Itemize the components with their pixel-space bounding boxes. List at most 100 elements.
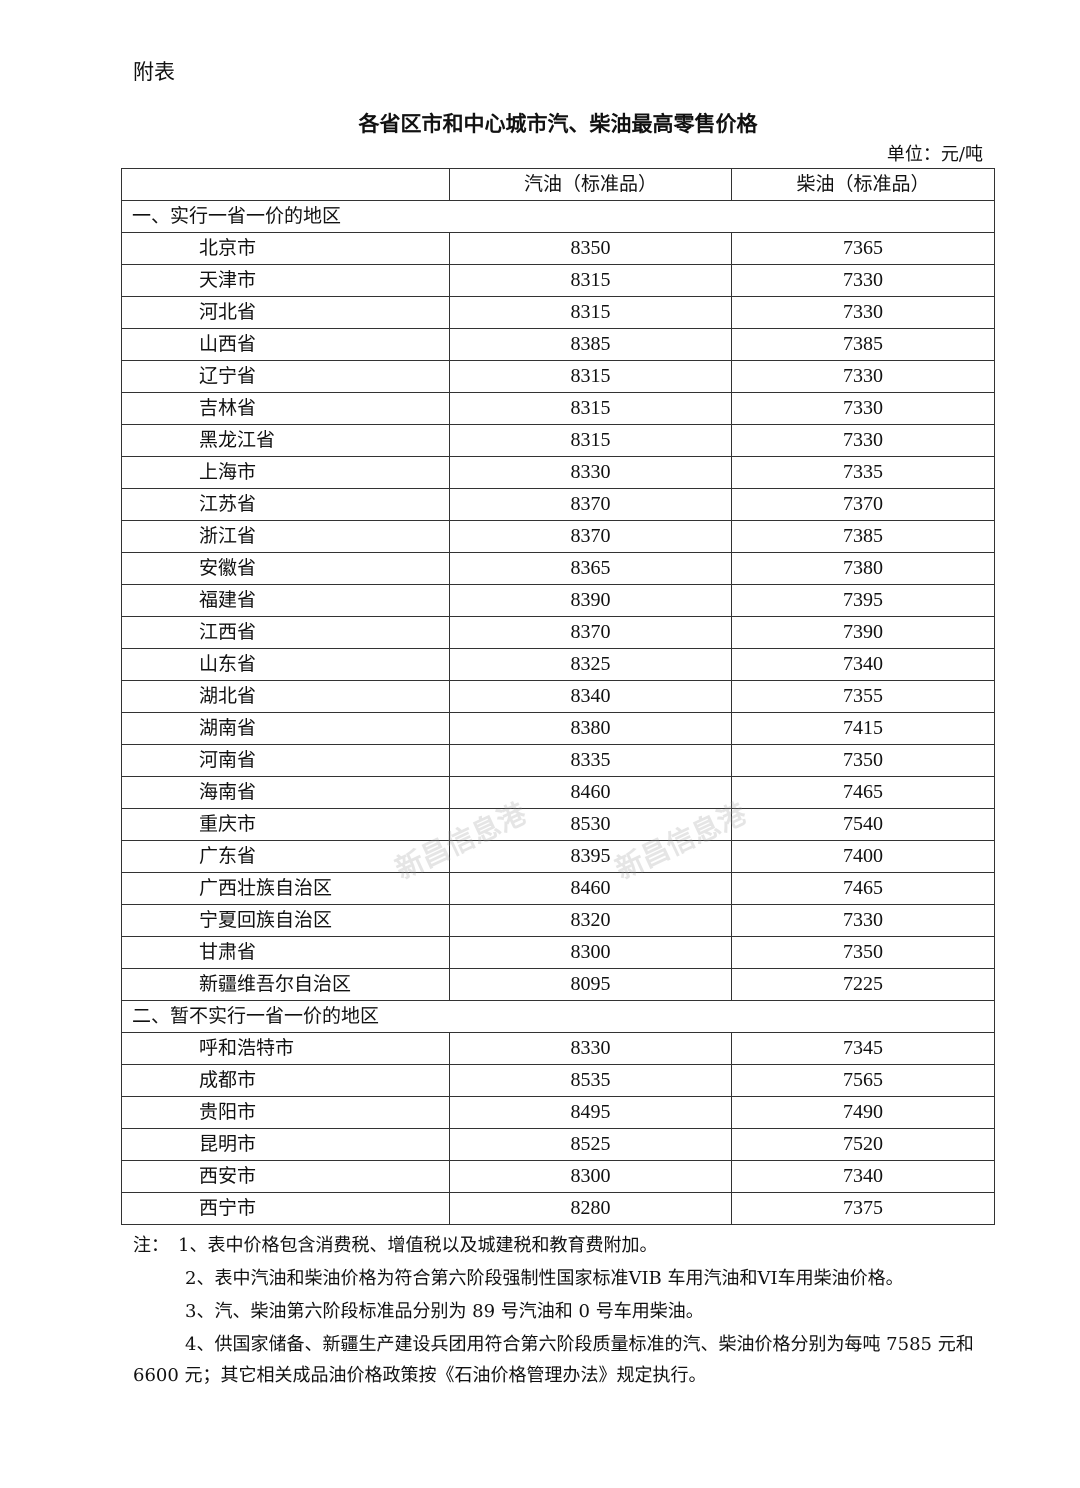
region-cell: 湖南省 <box>121 712 450 745</box>
notes: 注： 1、表中价格包含消费税、增值税以及城建税和教育费附加。 2、表中汽油和柴油… <box>133 1230 993 1393</box>
gasoline-price-cell: 8095 <box>449 968 732 1001</box>
diesel-price-cell: 7340 <box>731 648 995 681</box>
diesel-price-cell: 7340 <box>731 1160 995 1193</box>
gasoline-price-cell: 8460 <box>449 872 732 905</box>
diesel-price-cell: 7330 <box>731 264 995 297</box>
section-row: 二、暂不实行一省一价的地区 <box>121 1000 995 1033</box>
region-cell: 浙江省 <box>121 520 450 553</box>
region-cell: 贵阳市 <box>121 1096 450 1129</box>
table-row: 安徽省 8365 7380 <box>121 552 995 585</box>
region-cell: 山东省 <box>121 648 450 681</box>
gasoline-price-cell: 8300 <box>449 1160 732 1193</box>
diesel-price-cell: 7400 <box>731 840 995 873</box>
header-gasoline: 汽油（标准品） <box>449 168 732 201</box>
diesel-price-cell: 7415 <box>731 712 995 745</box>
diesel-price-cell: 7395 <box>731 584 995 617</box>
region-cell: 吉林省 <box>121 392 450 425</box>
section-row: 一、实行一省一价的地区 <box>121 200 995 233</box>
note-4: 4、供国家储备、新疆生产建设兵团用符合第六阶段质量标准的汽、柴油价格分别为每吨 … <box>133 1334 974 1386</box>
table-row: 海南省 8460 7465 <box>121 776 995 809</box>
region-cell: 山西省 <box>121 328 450 361</box>
region-cell: 江西省 <box>121 616 450 649</box>
gasoline-price-cell: 8315 <box>449 360 732 393</box>
gasoline-price-cell: 8385 <box>449 328 732 361</box>
diesel-price-cell: 7465 <box>731 776 995 809</box>
table-row: 辽宁省 8315 7330 <box>121 360 995 393</box>
gasoline-price-cell: 8495 <box>449 1096 732 1129</box>
gasoline-price-cell: 8315 <box>449 296 732 329</box>
diesel-price-cell: 7375 <box>731 1192 995 1225</box>
table-row: 昆明市 8525 7520 <box>121 1128 995 1161</box>
table-row: 呼和浩特市 8330 7345 <box>121 1032 995 1065</box>
table-header-row: 汽油（标准品） 柴油（标准品） <box>121 168 995 201</box>
region-cell: 宁夏回族自治区 <box>121 904 450 937</box>
diesel-price-cell: 7370 <box>731 488 995 521</box>
table-row: 山西省 8385 7385 <box>121 328 995 361</box>
gasoline-price-cell: 8330 <box>449 456 732 489</box>
diesel-price-cell: 7490 <box>731 1096 995 1129</box>
table-row: 新疆维吾尔自治区 8095 7225 <box>121 968 995 1001</box>
gasoline-price-cell: 8340 <box>449 680 732 713</box>
gasoline-price-cell: 8390 <box>449 584 732 617</box>
region-cell: 上海市 <box>121 456 450 489</box>
table-row: 贵阳市 8495 7490 <box>121 1096 995 1129</box>
gasoline-price-cell: 8315 <box>449 392 732 425</box>
region-cell: 昆明市 <box>121 1128 450 1161</box>
region-cell: 黑龙江省 <box>121 424 450 457</box>
region-cell: 新疆维吾尔自治区 <box>121 968 450 1001</box>
region-cell: 河北省 <box>121 296 450 329</box>
note-2: 2、表中汽油和柴油价格为符合第六阶段强制性国家标准VIB 车用汽油和VI车用柴油… <box>185 1268 904 1289</box>
gasoline-price-cell: 8325 <box>449 648 732 681</box>
gasoline-price-cell: 8535 <box>449 1064 732 1097</box>
table-row: 重庆市 8530 7540 <box>121 808 995 841</box>
table-row: 广东省 8395 7400 <box>121 840 995 873</box>
gasoline-price-cell: 8315 <box>449 264 732 297</box>
diesel-price-cell: 7350 <box>731 936 995 969</box>
diesel-price-cell: 7520 <box>731 1128 995 1161</box>
diesel-price-cell: 7345 <box>731 1032 995 1065</box>
region-cell: 成都市 <box>121 1064 450 1097</box>
diesel-price-cell: 7335 <box>731 456 995 489</box>
region-cell: 天津市 <box>121 264 450 297</box>
region-cell: 河南省 <box>121 744 450 777</box>
diesel-price-cell: 7330 <box>731 424 995 457</box>
region-cell: 北京市 <box>121 232 450 265</box>
region-cell: 广西壮族自治区 <box>121 872 450 905</box>
table-row: 河北省 8315 7330 <box>121 296 995 329</box>
note-3: 3、汽、柴油第六阶段标准品分别为 89 号汽油和 0 号车用柴油。 <box>185 1301 704 1322</box>
table-row: 甘肃省 8300 7350 <box>121 936 995 969</box>
diesel-price-cell: 7540 <box>731 808 995 841</box>
diesel-price-cell: 7385 <box>731 328 995 361</box>
table-row: 湖南省 8380 7415 <box>121 712 995 745</box>
region-cell: 安徽省 <box>121 552 450 585</box>
diesel-price-cell: 7350 <box>731 744 995 777</box>
table-row: 江苏省 8370 7370 <box>121 488 995 521</box>
table-row: 天津市 8315 7330 <box>121 264 995 297</box>
section-label: 一、实行一省一价的地区 <box>121 200 995 233</box>
region-cell: 辽宁省 <box>121 360 450 393</box>
table-row: 上海市 8330 7335 <box>121 456 995 489</box>
table-row: 湖北省 8340 7355 <box>121 680 995 713</box>
diesel-price-cell: 7365 <box>731 232 995 265</box>
gasoline-price-cell: 8370 <box>449 488 732 521</box>
diesel-price-cell: 7225 <box>731 968 995 1001</box>
table-row: 西安市 8300 7340 <box>121 1160 995 1193</box>
diesel-price-cell: 7385 <box>731 520 995 553</box>
gasoline-price-cell: 8330 <box>449 1032 732 1065</box>
diesel-price-cell: 7330 <box>731 392 995 425</box>
diesel-price-cell: 7565 <box>731 1064 995 1097</box>
diesel-price-cell: 7380 <box>731 552 995 585</box>
gasoline-price-cell: 8320 <box>449 904 732 937</box>
table-row: 广西壮族自治区 8460 7465 <box>121 872 995 905</box>
gasoline-price-cell: 8300 <box>449 936 732 969</box>
region-cell: 呼和浩特市 <box>121 1032 450 1065</box>
gasoline-price-cell: 8380 <box>449 712 732 745</box>
region-cell: 重庆市 <box>121 808 450 841</box>
table-row: 北京市 8350 7365 <box>121 232 995 265</box>
gasoline-price-cell: 8370 <box>449 616 732 649</box>
diesel-price-cell: 7330 <box>731 360 995 393</box>
table-row: 福建省 8390 7395 <box>121 584 995 617</box>
header-diesel: 柴油（标准品） <box>731 168 995 201</box>
diesel-price-cell: 7390 <box>731 616 995 649</box>
table-row: 黑龙江省 8315 7330 <box>121 424 995 457</box>
